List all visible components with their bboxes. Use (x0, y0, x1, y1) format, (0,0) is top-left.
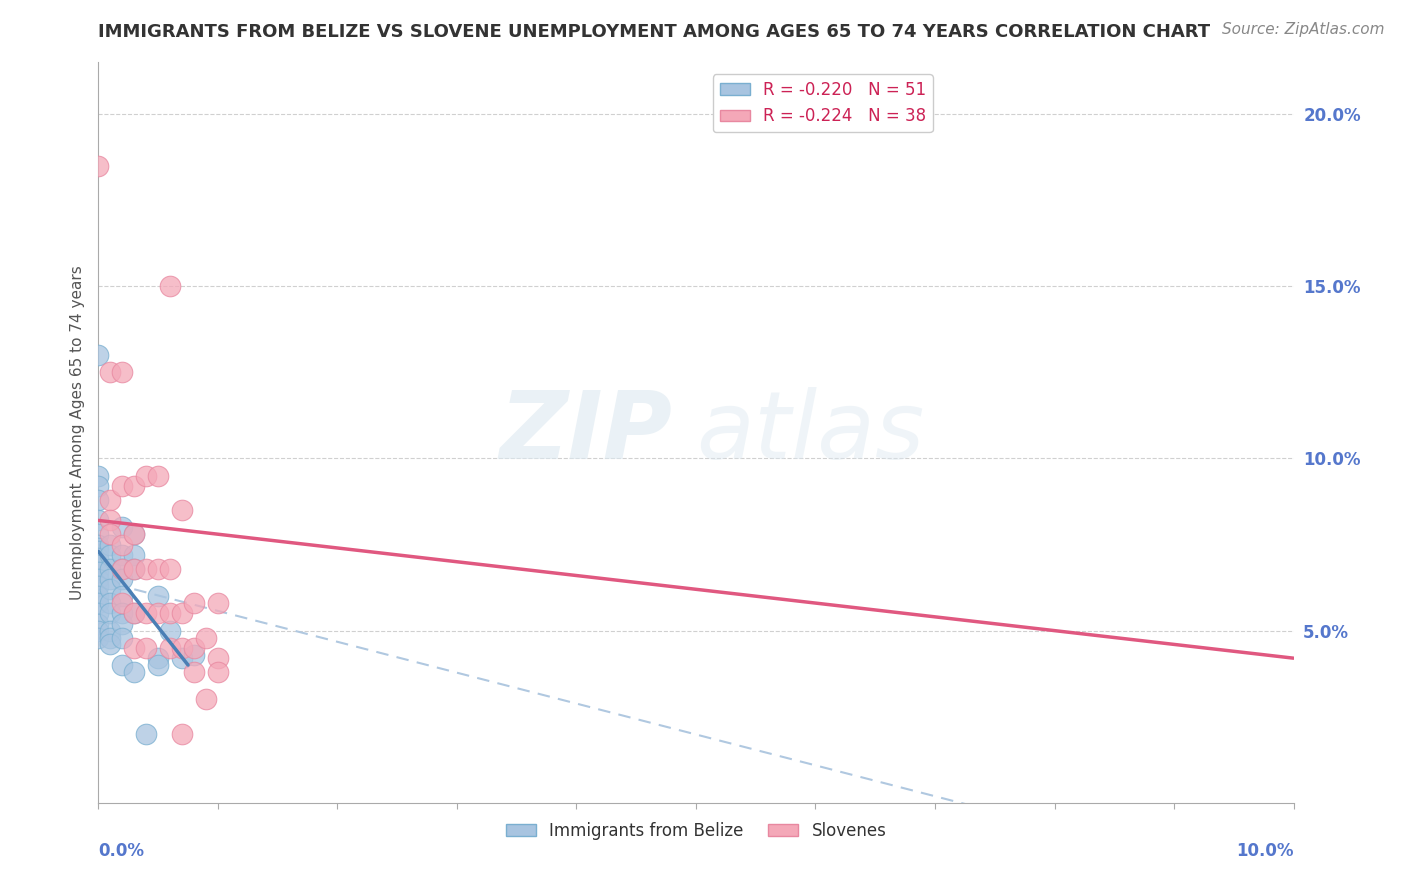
Point (111, 365, 134, 379)
Point (172, 651, 194, 665)
Point (87, 589, 110, 603)
Point (183, 640, 205, 655)
Point (159, 640, 181, 655)
Point (98, 631, 122, 645)
Point (98, 561, 122, 575)
Point (87, 565, 110, 579)
Point (183, 596, 205, 610)
Point (87, 492, 110, 507)
Point (207, 665, 229, 679)
Point (124, 665, 146, 679)
Y-axis label: Unemployment Among Ages 65 to 74 years: Unemployment Among Ages 65 to 74 years (69, 265, 84, 600)
Point (111, 537, 134, 551)
Point (87, 607, 110, 621)
Point (172, 640, 194, 655)
Point (111, 561, 134, 575)
Point (98, 637, 122, 651)
Point (98, 624, 122, 638)
Point (111, 561, 134, 575)
Point (183, 648, 205, 662)
Point (124, 607, 146, 621)
Legend: Immigrants from Belize, Slovenes: Immigrants from Belize, Slovenes (499, 815, 893, 847)
Point (135, 607, 157, 621)
Point (87, 631, 110, 645)
Point (124, 527, 146, 541)
Point (87, 624, 110, 638)
Point (135, 561, 157, 575)
Point (159, 624, 181, 638)
Point (87, 544, 110, 558)
Point (172, 503, 194, 517)
Point (148, 658, 170, 673)
Point (195, 631, 218, 645)
Point (98, 572, 122, 586)
Point (111, 631, 134, 645)
Point (172, 727, 194, 741)
Point (124, 561, 146, 575)
Point (98, 582, 122, 597)
Point (98, 607, 122, 621)
Point (87, 479, 110, 493)
Point (87, 159, 110, 173)
Point (98, 596, 122, 610)
Point (111, 658, 134, 673)
Text: Source: ZipAtlas.com: Source: ZipAtlas.com (1222, 22, 1385, 37)
Text: ZIP: ZIP (499, 386, 672, 479)
Point (148, 468, 170, 483)
Point (124, 548, 146, 562)
Point (98, 513, 122, 527)
Point (98, 548, 122, 562)
Text: 10.0%: 10.0% (1236, 842, 1294, 860)
Point (148, 651, 170, 665)
Point (183, 665, 205, 679)
Point (87, 513, 110, 527)
Point (207, 596, 229, 610)
Point (148, 607, 170, 621)
Point (87, 616, 110, 631)
Point (87, 348, 110, 362)
Point (111, 520, 134, 534)
Point (172, 607, 194, 621)
Point (87, 541, 110, 555)
Point (111, 607, 134, 621)
Point (124, 527, 146, 541)
Point (124, 607, 146, 621)
Text: atlas: atlas (696, 387, 924, 478)
Point (135, 727, 157, 741)
Text: IMMIGRANTS FROM BELIZE VS SLOVENE UNEMPLOYMENT AMONG AGES 65 TO 74 YEARS CORRELA: IMMIGRANTS FROM BELIZE VS SLOVENE UNEMPL… (98, 23, 1211, 41)
Point (111, 616, 134, 631)
Point (135, 640, 157, 655)
Text: 0.0%: 0.0% (98, 842, 145, 860)
Point (159, 279, 181, 293)
Point (124, 640, 146, 655)
Point (98, 492, 122, 507)
Point (98, 527, 122, 541)
Point (111, 479, 134, 493)
Point (124, 561, 146, 575)
Point (87, 551, 110, 566)
Point (87, 579, 110, 593)
Point (159, 607, 181, 621)
Point (87, 537, 110, 551)
Point (87, 527, 110, 541)
Point (195, 692, 218, 706)
Point (87, 596, 110, 610)
Point (87, 572, 110, 586)
Point (111, 572, 134, 586)
Point (87, 558, 110, 573)
Point (98, 537, 122, 551)
Point (135, 468, 157, 483)
Point (87, 468, 110, 483)
Point (111, 596, 134, 610)
Point (148, 589, 170, 603)
Point (159, 561, 181, 575)
Point (111, 548, 134, 562)
Point (124, 479, 146, 493)
Point (148, 561, 170, 575)
Point (111, 589, 134, 603)
Point (207, 651, 229, 665)
Point (98, 365, 122, 379)
